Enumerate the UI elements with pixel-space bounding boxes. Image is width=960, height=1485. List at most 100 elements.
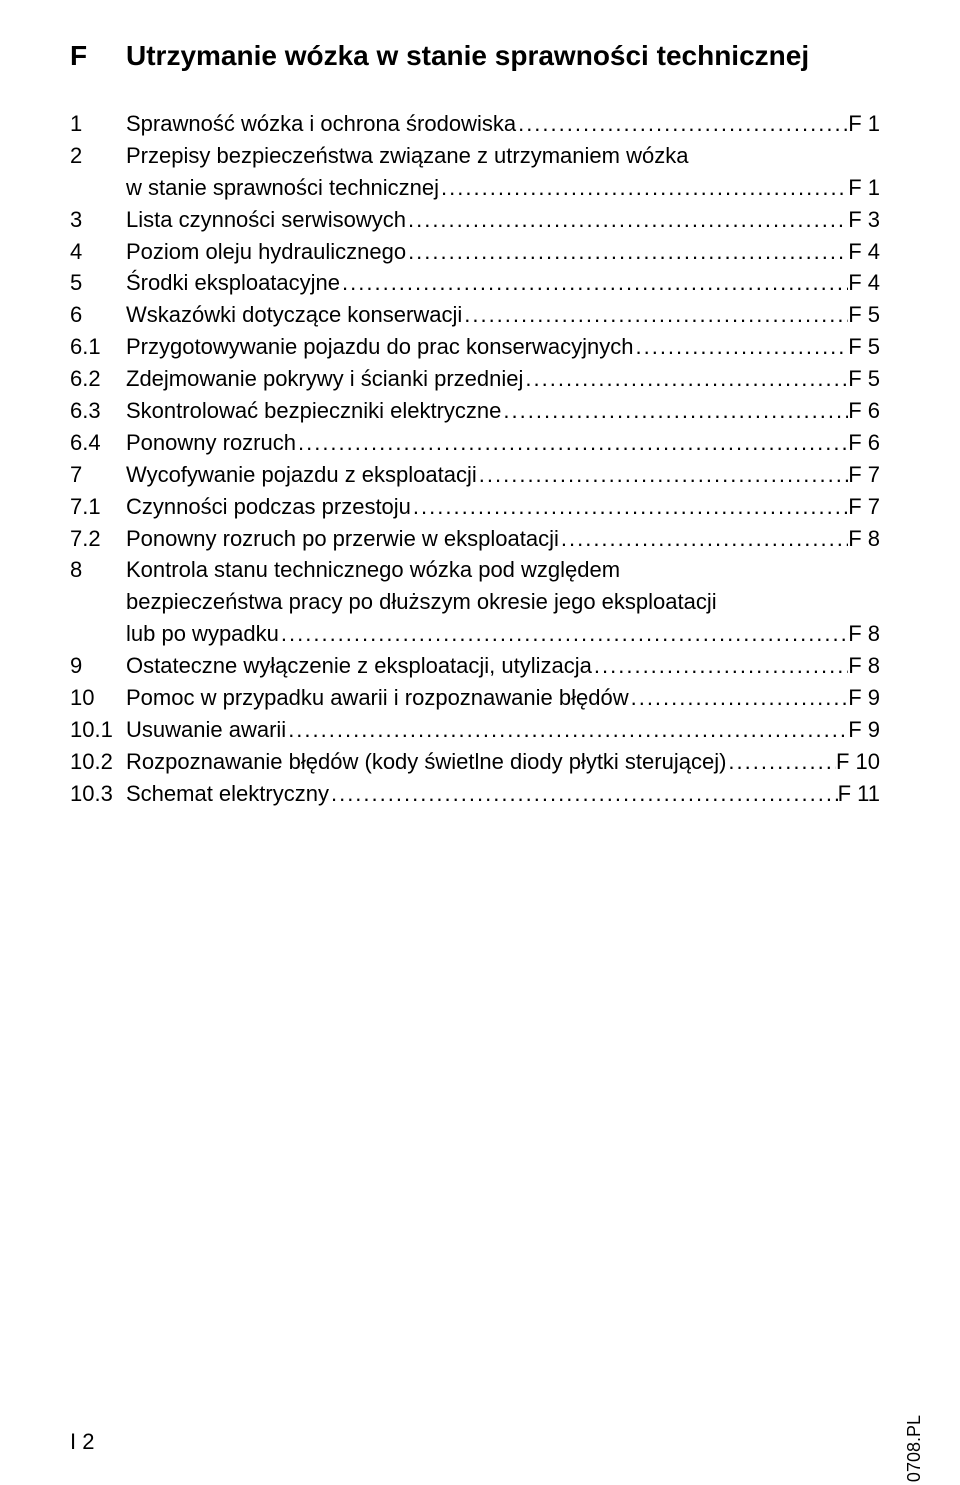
toc-entry: 6.2Zdejmowanie pokrywy i ścianki przedni… <box>70 363 880 395</box>
toc-page: F 1 <box>848 108 880 140</box>
toc-page: F 3 <box>848 204 880 236</box>
toc-page: F 7 <box>848 491 880 523</box>
toc-leader: ........................................… <box>501 395 848 427</box>
toc-entry: 7Wycofywanie pojazdu z eksploatacji.....… <box>70 459 880 491</box>
toc-continuation: bezpieczeństwa pracy po dłuższym okresie… <box>70 586 880 618</box>
toc-entry: 6Wskazówki dotyczące konserwacji........… <box>70 299 880 331</box>
toc-number: 7 <box>70 459 126 491</box>
toc-leader: ........................................… <box>286 714 848 746</box>
toc-text: Ponowny rozruch <box>126 427 296 459</box>
toc-entry: 5Środki eksploatacyjne..................… <box>70 267 880 299</box>
toc-entry: 1Sprawność wózka i ochrona środowiska...… <box>70 108 880 140</box>
toc-number: 10.3 <box>70 778 126 810</box>
toc-leader: ........................................… <box>559 523 848 555</box>
toc-page: F 10 <box>836 746 880 778</box>
toc-text: Czynności podczas przestoju <box>126 491 411 523</box>
toc-number: 8 <box>70 554 126 586</box>
toc-leader: ........................................… <box>279 618 848 650</box>
toc-entry: 10.2Rozpoznawanie błędów (kody świetlne … <box>70 746 880 778</box>
toc-leader: ........................................… <box>629 682 849 714</box>
toc-text: Ostateczne wyłączenie z eksploatacji, ut… <box>126 650 592 682</box>
toc-page: F 4 <box>848 236 880 268</box>
section-header: F Utrzymanie wózka w stanie sprawności t… <box>70 40 880 72</box>
page-number: I 2 <box>70 1429 94 1455</box>
toc-entry-end: w stanie sprawności technicznej.........… <box>70 172 880 204</box>
toc-number: 10.2 <box>70 746 126 778</box>
toc-number: 6.3 <box>70 395 126 427</box>
toc-number: 6.4 <box>70 427 126 459</box>
toc-leader: ........................................… <box>411 491 848 523</box>
toc-text: Skontrolować bezpieczniki elektryczne <box>126 395 501 427</box>
toc-page: F 5 <box>848 363 880 395</box>
toc-page: F 8 <box>848 618 880 650</box>
toc-leader: ........................................… <box>462 299 848 331</box>
toc-leader: ........................................… <box>329 778 838 810</box>
toc-entry: 10.1Usuwanie awarii.....................… <box>70 714 880 746</box>
toc-number: 7.2 <box>70 523 126 555</box>
toc-page: F 9 <box>848 714 880 746</box>
toc-leader: ........................................… <box>633 331 848 363</box>
toc-number: 3 <box>70 204 126 236</box>
section-letter: F <box>70 40 126 72</box>
toc-entry: 7.1Czynności podczas przestoju..........… <box>70 491 880 523</box>
toc-text: Zdejmowanie pokrywy i ścianki przedniej <box>126 363 523 395</box>
toc-entry: 2Przepisy bezpieczeństwa związane z utrz… <box>70 140 880 172</box>
toc-leader: ........................................… <box>726 746 836 778</box>
toc-text: Ponowny rozruch po przerwie w eksploatac… <box>126 523 559 555</box>
toc-leader: ........................................… <box>296 427 848 459</box>
toc-text: Lista czynności serwisowych <box>126 204 406 236</box>
toc-leader: ........................................… <box>523 363 848 395</box>
toc-number: 1 <box>70 108 126 140</box>
toc-page: F 5 <box>848 299 880 331</box>
toc-leader: ........................................… <box>477 459 848 491</box>
toc-entry-end: lub po wypadku..........................… <box>70 618 880 650</box>
toc-page: F 4 <box>848 267 880 299</box>
toc-text: Sprawność wózka i ochrona środowiska <box>126 108 516 140</box>
toc-leader: ........................................… <box>406 236 848 268</box>
section-title: Utrzymanie wózka w stanie sprawności tec… <box>126 40 809 72</box>
toc-page: F 8 <box>848 523 880 555</box>
toc-number: 6.1 <box>70 331 126 363</box>
toc-page: F 7 <box>848 459 880 491</box>
toc-leader: ........................................… <box>406 204 848 236</box>
toc-number: 7.1 <box>70 491 126 523</box>
toc-page: F 1 <box>848 172 880 204</box>
toc-entry: 8Kontrola stanu technicznego wózka pod w… <box>70 554 880 586</box>
toc-number: 2 <box>70 140 126 172</box>
toc-entry: 6.3Skontrolować bezpieczniki elektryczne… <box>70 395 880 427</box>
toc-number: 6.2 <box>70 363 126 395</box>
toc-page: F 6 <box>848 395 880 427</box>
toc-page: F 9 <box>848 682 880 714</box>
toc-number: 6 <box>70 299 126 331</box>
toc-entry: 10.3Schemat elektryczny.................… <box>70 778 880 810</box>
toc-text: Pomoc w przypadku awarii i rozpoznawanie… <box>126 682 629 714</box>
toc-text: Wskazówki dotyczące konserwacji <box>126 299 462 331</box>
toc-text: Rozpoznawanie błędów (kody świetlne diod… <box>126 746 726 778</box>
toc-text: w stanie sprawności technicznej <box>126 172 439 204</box>
toc-leader: ........................................… <box>516 108 848 140</box>
toc-leader: ........................................… <box>439 172 848 204</box>
toc-entry: 6.1Przygotowywanie pojazdu do prac konse… <box>70 331 880 363</box>
toc-container: 1Sprawność wózka i ochrona środowiska...… <box>70 108 880 810</box>
toc-page: F 11 <box>838 778 880 810</box>
toc-entry: 4Poziom oleju hydraulicznego............… <box>70 236 880 268</box>
toc-number: 9 <box>70 650 126 682</box>
toc-text: Przygotowywanie pojazdu do prac konserwa… <box>126 331 633 363</box>
toc-number: 4 <box>70 236 126 268</box>
toc-entry: 7.2Ponowny rozruch po przerwie w eksploa… <box>70 523 880 555</box>
toc-number: 10 <box>70 682 126 714</box>
toc-page: F 5 <box>848 331 880 363</box>
toc-number: 5 <box>70 267 126 299</box>
toc-text: Schemat elektryczny <box>126 778 329 810</box>
toc-text: Przepisy bezpieczeństwa związane z utrzy… <box>126 140 688 172</box>
toc-text: Usuwanie awarii <box>126 714 286 746</box>
toc-text: Kontrola stanu technicznego wózka pod wz… <box>126 554 620 586</box>
doc-code: 0708.PL <box>904 1415 925 1482</box>
toc-page: F 8 <box>848 650 880 682</box>
toc-entry: 10Pomoc w przypadku awarii i rozpoznawan… <box>70 682 880 714</box>
toc-text: lub po wypadku <box>126 618 279 650</box>
toc-entry: 6.4Ponowny rozruch......................… <box>70 427 880 459</box>
toc-leader: ........................................… <box>592 650 848 682</box>
toc-text: Poziom oleju hydraulicznego <box>126 236 406 268</box>
toc-text: Środki eksploatacyjne <box>126 267 340 299</box>
